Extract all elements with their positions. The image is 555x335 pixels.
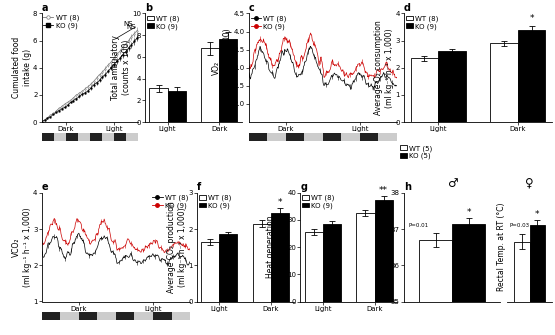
Text: *: * xyxy=(529,14,534,23)
Text: NS: NS xyxy=(124,21,134,26)
Y-axis label: Rectal Temp. at RT (°C): Rectal Temp. at RT (°C) xyxy=(380,203,389,291)
Legend: WT (8), KO (9): WT (8), KO (9) xyxy=(43,15,79,29)
Bar xyxy=(452,223,486,335)
Text: P=0.01: P=0.01 xyxy=(408,222,428,227)
Legend: WT (8), KO (9): WT (8), KO (9) xyxy=(147,15,180,29)
Text: ♂: ♂ xyxy=(447,177,457,190)
Bar xyxy=(305,232,323,302)
Bar xyxy=(411,58,438,122)
Bar xyxy=(323,224,341,302)
Bar xyxy=(271,213,289,302)
Bar xyxy=(375,200,392,302)
Text: *: * xyxy=(467,208,471,217)
Bar xyxy=(201,48,219,122)
Y-axis label: Rectal Temp. at RT (°C): Rectal Temp. at RT (°C) xyxy=(497,203,506,291)
Bar xyxy=(149,88,168,122)
Text: a: a xyxy=(42,3,48,13)
Y-axis label: VO₂
(ml kg⁻¹ h⁻¹ x 1,000): VO₂ (ml kg⁻¹ h⁻¹ x 1,000) xyxy=(213,28,232,108)
Legend: WT (8), KO (9): WT (8), KO (9) xyxy=(251,15,286,29)
Legend: WT (8), KO (9): WT (8), KO (9) xyxy=(406,15,438,29)
Y-axis label: Average O₂ consumption
(ml kg⁻¹ h⁻¹ x 1,000): Average O₂ consumption (ml kg⁻¹ h⁻¹ x 1,… xyxy=(374,20,393,115)
Bar xyxy=(529,225,545,335)
Y-axis label: VCO₂
(ml kg⁻¹ h⁻¹ x 1,000): VCO₂ (ml kg⁻¹ h⁻¹ x 1,000) xyxy=(12,207,32,287)
Bar xyxy=(490,43,518,122)
Bar xyxy=(253,223,271,302)
Legend: WT (8), KO (9): WT (8), KO (9) xyxy=(152,195,188,209)
Text: c: c xyxy=(249,3,254,13)
Bar xyxy=(219,40,238,122)
Text: b: b xyxy=(145,3,152,13)
Text: *: * xyxy=(535,209,539,218)
Legend: WT (5), KO (5): WT (5), KO (5) xyxy=(400,145,432,159)
Text: *: * xyxy=(278,198,282,207)
Bar xyxy=(514,242,529,335)
Text: P=0.03: P=0.03 xyxy=(509,222,529,227)
Legend: WT (8), KO (9): WT (8), KO (9) xyxy=(302,195,335,209)
Bar xyxy=(518,30,546,122)
Text: e: e xyxy=(42,182,48,192)
Bar xyxy=(356,213,375,302)
Text: f: f xyxy=(197,182,201,192)
Y-axis label: Cumulated food
intake (g): Cumulated food intake (g) xyxy=(12,37,32,98)
Bar xyxy=(438,52,466,122)
Text: d: d xyxy=(404,3,411,13)
Bar xyxy=(419,240,452,335)
Y-axis label: Total ambulatory
(counts x 100): Total ambulatory (counts x 100) xyxy=(111,35,130,100)
Text: g: g xyxy=(300,182,307,192)
Bar xyxy=(168,90,186,122)
Text: h: h xyxy=(404,182,411,192)
Y-axis label: Average CO₂ production
(ml kg⁻¹ h⁻¹ x 1,000): Average CO₂ production (ml kg⁻¹ h⁻¹ x 1,… xyxy=(168,201,187,293)
Text: **: ** xyxy=(379,186,388,195)
Bar xyxy=(219,234,238,302)
Text: NS: NS xyxy=(127,24,137,30)
Bar xyxy=(201,242,219,302)
Text: ♀: ♀ xyxy=(526,177,534,190)
Legend: WT (8), KO (9): WT (8), KO (9) xyxy=(199,195,231,209)
Y-axis label: Heat generation
(kcal h⁻¹ kg⁻⁰⋅⁷⁵): Heat generation (kcal h⁻¹ kg⁻⁰⋅⁷⁵) xyxy=(266,215,286,279)
